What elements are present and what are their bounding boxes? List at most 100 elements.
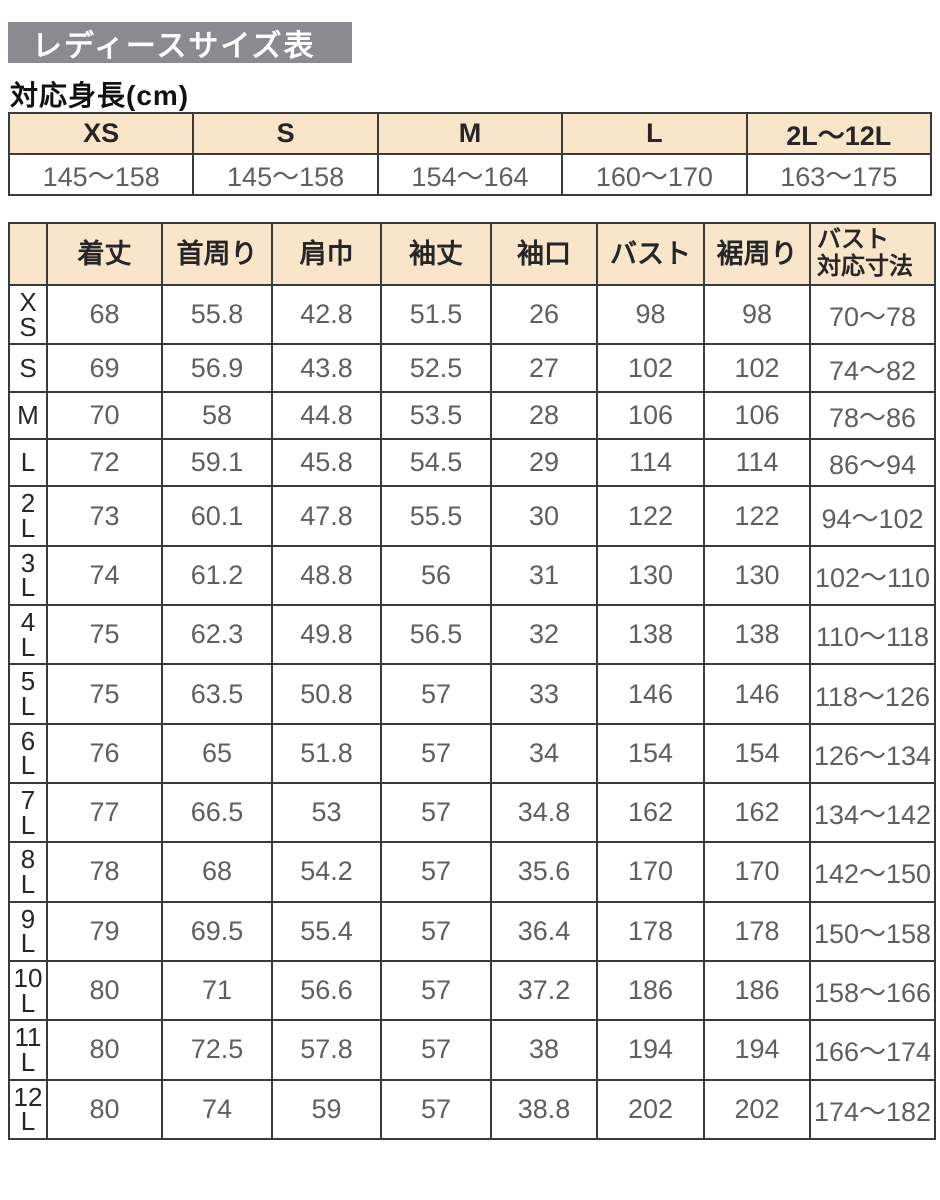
size-col-header: 袖口 [490,222,598,286]
size-cell: 38 [490,1019,598,1081]
size-cell: 102〜110 [809,544,936,607]
size-cell: 56 [380,544,492,607]
size-cell: 162 [596,781,705,844]
size-cell: 34 [490,722,598,785]
size-cell: 57 [380,1078,492,1141]
size-row-label: 10 L [8,959,48,1022]
size-cell: 114 [596,438,705,488]
size-col-header: バスト 対応寸法 [809,222,936,286]
size-row-9L: 9 L 79 69.5 55.4 57 36.4 178 178 150〜158 [8,900,936,962]
size-row-XS: X S 68 55.8 42.8 51.5 26 98 98 70〜78 [8,283,936,346]
size-cell: 55.5 [380,485,492,547]
size-cell: 202 [703,1078,811,1141]
size-cell: 162 [703,781,811,844]
size-cell: 26 [490,283,598,346]
page-title: レディースサイズ表 [8,22,352,63]
size-row-label: 9 L [8,900,48,962]
size-cell: 57.8 [271,1019,382,1081]
size-row-label: L [8,438,48,488]
size-cell: 75 [46,663,163,725]
size-cell: 57 [380,781,492,844]
size-row-5L: 5 L 75 63.5 50.8 57 33 146 146 118〜126 [8,663,936,725]
size-table-body: X S 68 55.8 42.8 51.5 26 98 98 70〜78 S 69 56.9 43.8 5… [8,283,936,1141]
size-cell: 74 [46,544,163,607]
size-cell: 78 [46,841,163,903]
size-cell: 138 [703,604,811,666]
size-cell: 154 [596,722,705,785]
size-cell: 53.5 [380,390,492,441]
size-row-label: M [8,390,48,441]
size-cell: 86〜94 [809,438,936,488]
size-cell: 62.3 [161,604,273,666]
size-row-10L: 10 L 80 71 56.6 57 37.2 186 186 158〜166 [8,959,936,1022]
size-cell: 134〜142 [809,781,936,844]
size-cell: 55.4 [271,900,382,962]
height-cell: 154〜164 [376,153,564,196]
size-row-6L: 6 L 76 65 51.8 57 34 154 154 126〜134 [8,722,936,785]
size-cell: 47.8 [271,485,382,547]
size-cell: 154 [703,722,811,785]
size-cell: 57 [380,1019,492,1081]
size-cell: 50.8 [271,663,382,725]
size-cell: 130 [596,544,705,607]
size-cell: 166〜174 [809,1019,936,1081]
size-cell: 60.1 [161,485,273,547]
size-cell: 122 [703,485,811,547]
size-cell: 186 [703,959,811,1022]
size-cell: 54.5 [380,438,492,488]
size-cell: 77 [46,781,163,844]
size-cell: 94〜102 [809,485,936,547]
size-cell: 48.8 [271,544,382,607]
height-cell: 145〜158 [7,153,195,196]
size-cell: 71 [161,959,273,1022]
size-cell: 72.5 [161,1019,273,1081]
size-cell: 150〜158 [809,900,936,962]
size-cell: 65 [161,722,273,785]
size-cell: 80 [46,1019,163,1081]
size-row-S: S 69 56.9 43.8 52.5 27 102 102 74〜82 [8,343,936,393]
size-row-label: 5 L [8,663,48,725]
size-cell: 43.8 [271,343,382,393]
size-row-4L: 4 L 75 62.3 49.8 56.5 32 138 138 110〜118 [8,604,936,666]
size-row-label: 12 L [8,1078,48,1141]
size-row-8L: 8 L 78 68 54.2 57 35.6 170 170 142〜150 [8,841,936,903]
height-cell: 160〜170 [561,153,748,196]
size-cell: 52.5 [380,343,492,393]
size-cell: 57 [380,722,492,785]
size-cell: 118〜126 [809,663,936,725]
size-row-3L: 3 L 74 61.2 48.8 56 31 130 130 102〜110 [8,544,936,607]
size-cell: 126〜134 [809,722,936,785]
size-cell: 102 [596,343,705,393]
height-value-row: 145〜158 145〜158 154〜164 160〜170 163〜175 [7,153,933,196]
size-cell: 55.8 [161,283,273,346]
size-cell: 78〜86 [809,390,936,441]
size-cell: 31 [490,544,598,607]
size-table-head: 着丈 首周り 肩巾 袖丈 袖口 バスト 裾周り バスト 対応寸法 [8,222,936,286]
size-row-12L: 12 L 80 74 59 57 38.8 202 202 174〜182 [8,1078,936,1141]
height-cell: 145〜158 [192,153,379,196]
size-cell: 80 [46,959,163,1022]
size-row-L: L 72 59.1 45.8 54.5 29 114 114 86〜94 [8,438,936,488]
size-cell: 69 [46,343,163,393]
size-cell: 158〜166 [809,959,936,1022]
size-cell: 61.2 [161,544,273,607]
size-cell: 63.5 [161,663,273,725]
size-cell: 98 [703,283,811,346]
size-cell: 69.5 [161,900,273,962]
size-cell: 73 [46,485,163,547]
size-col-header: バスト [596,222,705,286]
size-cell: 70〜78 [809,283,936,346]
size-cell: 38.8 [490,1078,598,1141]
size-cell: 68 [46,283,163,346]
size-cell: 174〜182 [809,1078,936,1141]
size-cell: 33 [490,663,598,725]
size-cell: 102 [703,343,811,393]
size-row-label: 7 L [8,781,48,844]
height-table-head: XS S M L 2L〜12L [7,112,933,155]
size-cell: 30 [490,485,598,547]
size-cell: 68 [161,841,273,903]
size-cell: 130 [703,544,811,607]
size-cell: 57 [380,663,492,725]
size-table: 着丈 首周り 肩巾 袖丈 袖口 バスト 裾周り バスト 対応寸法 X S 68 55.8 42.8 5… [8,222,936,1141]
size-cell: 45.8 [271,438,382,488]
